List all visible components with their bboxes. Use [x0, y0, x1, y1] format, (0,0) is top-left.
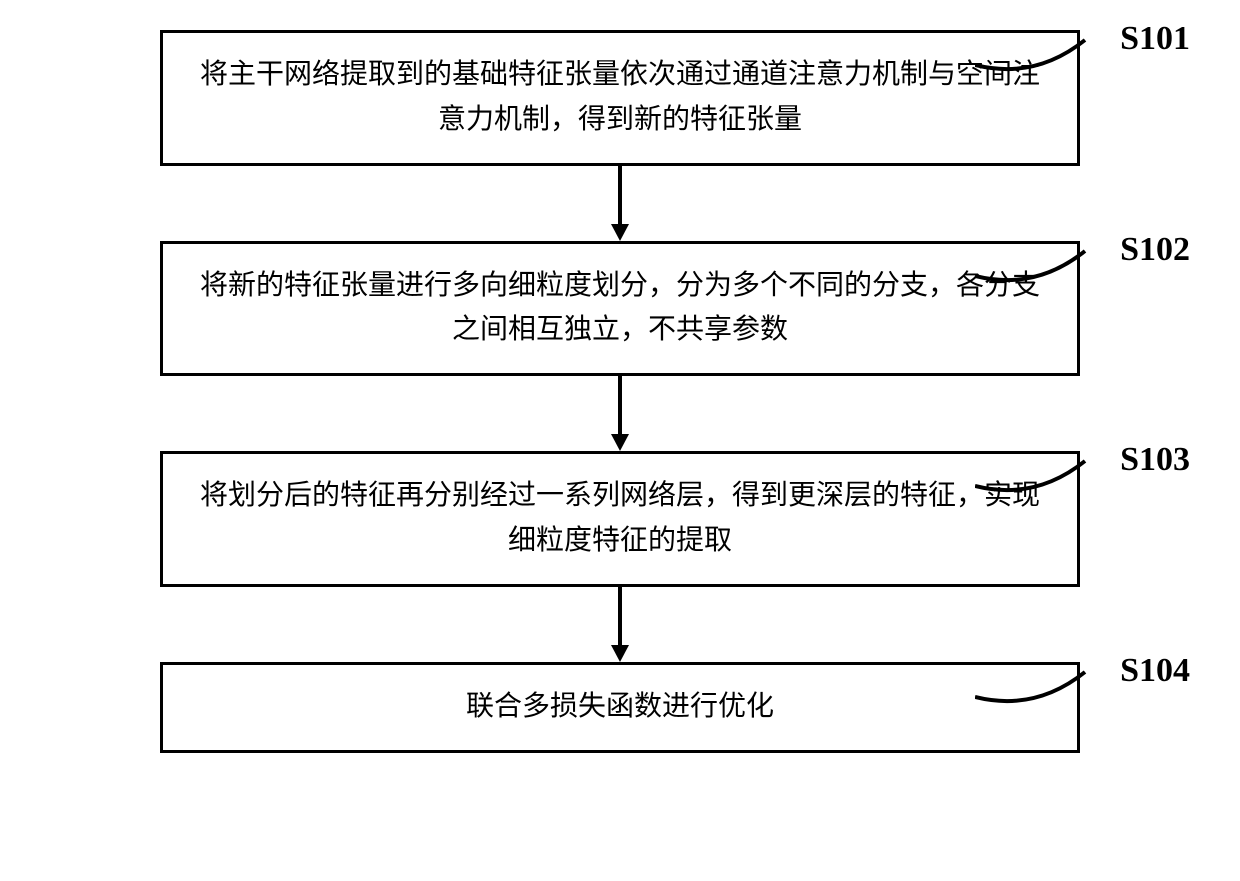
- step-row-s103: 将划分后的特征再分别经过一系列网络层，得到更深层的特征，实现细粒度特征的提取 S…: [40, 451, 1200, 587]
- step-text-s103: 将划分后的特征再分别经过一系列网络层，得到更深层的特征，实现细粒度特征的提取: [193, 474, 1047, 564]
- step-text-s104: 联合多损失函数进行优化: [466, 685, 774, 730]
- connector-s103: [975, 456, 1090, 506]
- step-box-s102: 将新的特征张量进行多向细粒度划分，分为多个不同的分支，各分支之间相互独立，不共享…: [160, 241, 1080, 377]
- arrow-s102-s103: [40, 376, 1200, 451]
- arrow-s103-s104: [40, 587, 1200, 662]
- step-box-s104: 联合多损失函数进行优化: [160, 662, 1080, 753]
- step-box-s101: 将主干网络提取到的基础特征张量依次通过通道注意力机制与空间注意力机制，得到新的特…: [160, 30, 1080, 166]
- step-row-s102: 将新的特征张量进行多向细粒度划分，分为多个不同的分支，各分支之间相互独立，不共享…: [40, 241, 1200, 377]
- flowchart-container: 将主干网络提取到的基础特征张量依次通过通道注意力机制与空间注意力机制，得到新的特…: [40, 30, 1200, 753]
- step-label-s101: S101: [1120, 20, 1190, 58]
- connector-s104: [975, 667, 1090, 717]
- step-row-s101: 将主干网络提取到的基础特征张量依次通过通道注意力机制与空间注意力机制，得到新的特…: [40, 30, 1200, 166]
- connector-s102: [975, 246, 1090, 296]
- connector-s101: [975, 35, 1090, 85]
- step-box-s103: 将划分后的特征再分别经过一系列网络层，得到更深层的特征，实现细粒度特征的提取: [160, 451, 1080, 587]
- step-text-s101: 将主干网络提取到的基础特征张量依次通过通道注意力机制与空间注意力机制，得到新的特…: [193, 53, 1047, 143]
- step-label-s102: S102: [1120, 231, 1190, 269]
- step-label-s103: S103: [1120, 441, 1190, 479]
- arrow-s101-s102: [40, 166, 1200, 241]
- step-row-s104: 联合多损失函数进行优化 S104: [40, 662, 1200, 753]
- step-label-s104: S104: [1120, 652, 1190, 690]
- step-text-s102: 将新的特征张量进行多向细粒度划分，分为多个不同的分支，各分支之间相互独立，不共享…: [193, 264, 1047, 354]
